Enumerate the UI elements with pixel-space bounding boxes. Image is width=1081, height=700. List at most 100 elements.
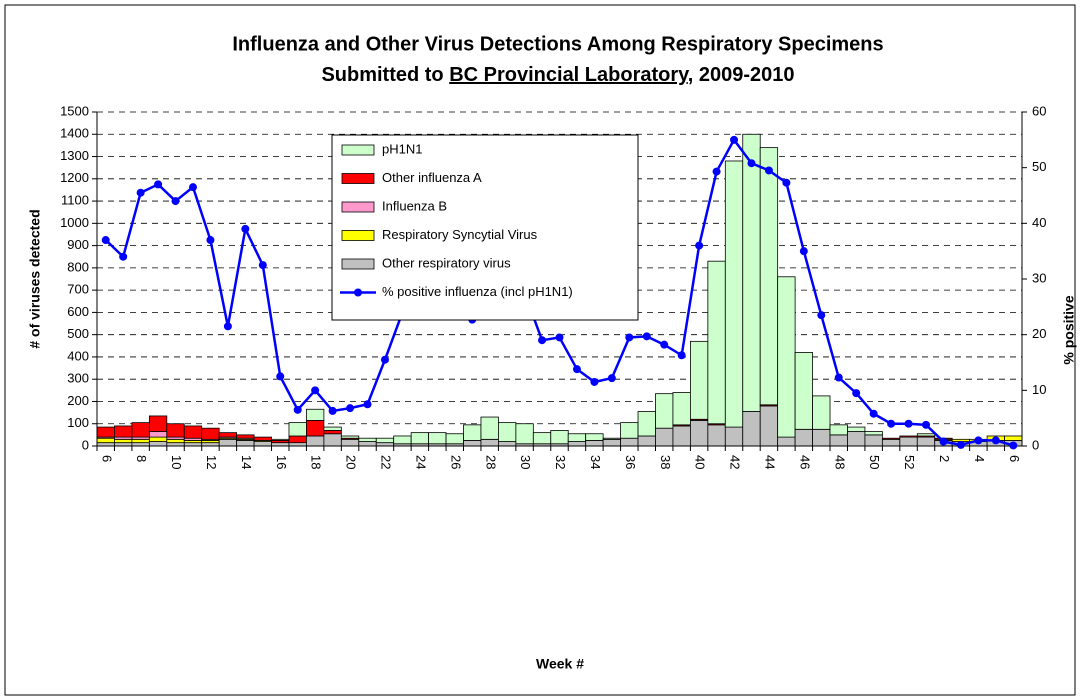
bar-segment — [114, 442, 133, 447]
line-marker — [887, 419, 896, 428]
line-marker — [311, 386, 320, 395]
line-marker — [223, 322, 232, 331]
title-part: Submitted to — [321, 64, 449, 86]
bar-segment — [794, 428, 813, 447]
y-tick-label: 300 — [67, 371, 89, 386]
title-part: , 2009-2010 — [688, 64, 795, 86]
bar-segment — [498, 441, 517, 447]
bar-segment — [916, 436, 936, 447]
bar-segment — [550, 430, 569, 445]
x-tick-label: 18 — [309, 455, 324, 469]
bar-segment — [498, 422, 517, 442]
x-axis-title: Week # — [536, 656, 584, 672]
y-tick-label: 1200 — [60, 170, 89, 185]
y2-tick-label: 40 — [1032, 215, 1046, 230]
bar-segment — [288, 442, 307, 447]
bar-segment — [812, 395, 831, 430]
bar-segment — [166, 423, 185, 438]
line-marker — [782, 178, 791, 187]
bar-segment — [445, 433, 464, 445]
x-tick-label: 42 — [728, 455, 743, 469]
y2-tick-label: 60 — [1032, 103, 1046, 118]
bar-segment — [847, 431, 866, 447]
bar-segment — [864, 434, 883, 447]
y-tick-label: 500 — [67, 326, 89, 341]
bar-segment — [148, 415, 168, 432]
line-marker — [974, 436, 983, 445]
bar-segment — [288, 435, 307, 444]
line-marker — [730, 135, 739, 144]
bar-segment — [131, 438, 150, 444]
bar-segment — [759, 147, 779, 406]
line-marker — [154, 180, 163, 189]
bar-segment — [829, 434, 848, 447]
x-tick-label: 44 — [762, 455, 777, 469]
x-tick-label: 14 — [239, 455, 254, 469]
x-tick-label: 24 — [413, 455, 428, 469]
y-tick-label: 100 — [67, 415, 89, 430]
bar-segment — [340, 435, 360, 439]
line-marker — [136, 188, 145, 197]
bar-segment — [602, 437, 621, 440]
bar-segment — [742, 133, 761, 412]
bar-segment — [637, 435, 656, 447]
bar-segment — [724, 160, 744, 428]
line-marker — [712, 167, 721, 176]
bar-segment — [777, 276, 796, 438]
bar-segment — [480, 438, 499, 447]
bar-segment — [689, 340, 709, 420]
bar-segment — [114, 438, 133, 444]
y2-axis-title: % positive — [1061, 295, 1077, 364]
chart-title-line2: Submitted to BC Provincial Laboratory, 2… — [321, 64, 794, 86]
bar-segment — [480, 416, 499, 440]
x-tick-label: 10 — [169, 455, 184, 469]
x-tick-label: 6 — [1007, 455, 1022, 462]
line-marker — [956, 440, 965, 449]
line-marker — [258, 261, 267, 270]
x-tick-label: 30 — [518, 455, 533, 469]
bar-segment — [96, 426, 115, 438]
legend-label: % positive influenza (incl pH1N1) — [382, 284, 573, 299]
bar-segment — [393, 435, 412, 445]
bar-segment — [183, 425, 203, 439]
chart-title: Influenza and Other Virus Detections Amo… — [232, 33, 883, 55]
y-tick-label: 800 — [67, 259, 89, 274]
bar-segment — [724, 426, 744, 447]
bar-segment — [829, 424, 848, 436]
y-tick-label: 400 — [67, 348, 89, 363]
x-tick-label: 12 — [204, 455, 219, 469]
bar-segment — [166, 438, 185, 444]
line-marker — [101, 236, 110, 245]
legend-box — [331, 134, 639, 321]
legend-label: pH1N1 — [382, 141, 422, 156]
bar-segment — [637, 411, 656, 437]
line-marker — [677, 351, 686, 360]
bar-segment — [288, 422, 307, 437]
y-tick-label: 200 — [67, 393, 89, 408]
x-tick-label: 4 — [972, 455, 987, 462]
bar-segment — [253, 441, 272, 447]
line-marker — [188, 183, 197, 192]
bar-segment — [96, 437, 115, 444]
line-marker — [555, 333, 564, 342]
bar-segment — [532, 432, 552, 445]
line-marker — [119, 252, 128, 261]
line-marker — [363, 400, 372, 409]
x-tick-label: 34 — [588, 455, 603, 469]
bar-segment — [306, 408, 325, 421]
legend-marker — [354, 288, 362, 297]
x-tick-label: 46 — [797, 455, 812, 469]
bar-segment — [742, 411, 761, 447]
line-marker — [642, 332, 651, 341]
bar-segment — [131, 422, 150, 438]
line-marker — [747, 159, 756, 168]
legend-swatch — [341, 144, 375, 156]
y-tick-label: 1000 — [60, 215, 89, 230]
bar-segment — [323, 430, 342, 435]
line-marker — [572, 365, 581, 374]
line-marker — [293, 405, 302, 414]
bar-segment — [410, 432, 430, 445]
line-marker — [922, 420, 931, 429]
bar-segment — [585, 440, 604, 447]
